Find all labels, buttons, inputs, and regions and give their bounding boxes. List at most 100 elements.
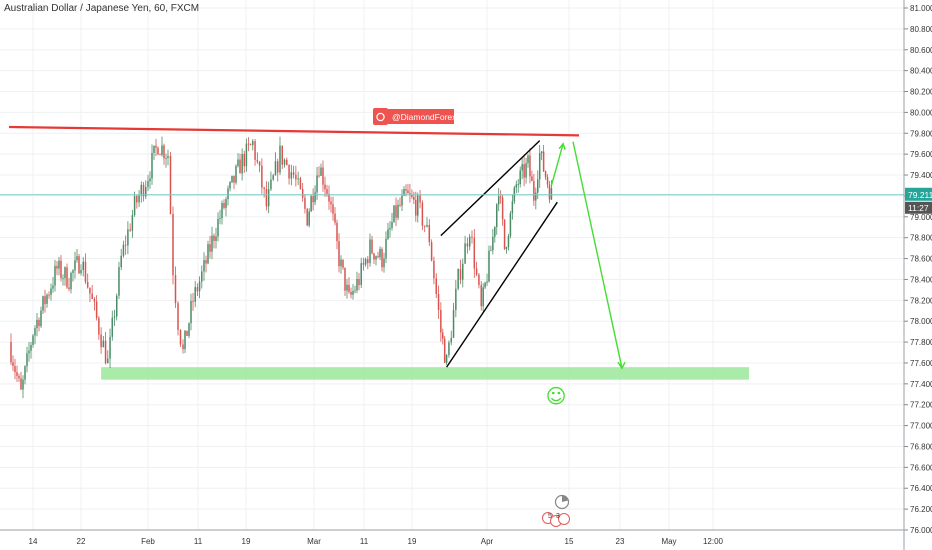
candle-body [58,260,60,269]
y-tick-label: 78.200 [910,296,932,305]
projection-down-arrow [572,141,623,369]
wedge-upper-line [440,140,541,237]
y-tick-label: 78.800 [910,234,932,243]
candle-body [207,244,209,264]
candle-body [511,201,514,214]
event-pie-slice [562,495,569,502]
candle-body [159,154,161,156]
candle-body [455,288,457,310]
candle-body [145,187,147,197]
candle-body [527,155,529,164]
candle-body [538,153,541,180]
candle-body [326,189,328,194]
candle-body [172,213,174,276]
candle-body [403,189,405,196]
candle-body [283,159,286,165]
camera-lens [376,112,385,122]
candle-body [34,328,36,336]
candle-body [38,319,40,327]
candle-body [205,260,207,264]
y-tick-label: 76.000 [910,526,932,535]
candle-body [393,205,395,222]
y-tick-label: 79.600 [910,150,932,159]
camera-icon [373,108,388,125]
candle-body [304,197,306,209]
arrow-head [617,361,626,370]
candle-body [421,202,424,226]
candle-body [14,366,16,373]
candle-body [84,261,87,282]
candle-body [120,255,122,268]
candle-body [490,250,492,252]
candle-body [127,229,129,246]
candle-body [450,337,452,343]
candle-body [369,239,371,264]
candle-body [533,181,535,201]
candle-body [267,189,270,207]
candle-body [312,196,314,203]
candle-body [292,172,295,175]
candle-body [503,219,506,249]
candle-body [107,358,109,364]
candle-body [316,175,318,193]
drawings-layer: ☺ @DiamondForex 5 3 [0,108,904,527]
candle-body [531,176,533,182]
candle-body [70,272,72,290]
candle-body [155,145,157,148]
x-tick-label: 19 [242,537,251,546]
smiley-icon: ☺ [546,384,567,408]
candle-body [140,184,143,196]
candle-body [281,145,284,165]
candle-body [82,261,84,271]
candle-body [194,287,196,302]
candle-body [12,362,14,367]
candle-body [308,211,310,226]
x-tick-label: Mar [307,537,321,546]
candle-body [129,229,131,231]
candle-body [542,151,545,172]
candle-body [24,366,26,380]
candle-body [464,243,466,264]
candle-body [138,195,140,203]
candle-body [478,274,480,286]
candle-body [153,145,155,153]
candle-body [356,278,358,291]
candle-body [295,174,297,180]
candle-body [215,236,217,241]
candle-body [157,147,159,155]
y-tick-label: 78.600 [910,255,932,264]
support-zone [101,367,750,380]
candle-body [517,184,519,185]
candle-body [274,161,277,176]
candle-body [290,172,293,179]
candle-body [411,194,413,198]
candle-body [482,287,484,307]
candle-body [385,238,387,259]
candle-body [225,199,227,208]
support-zone-layer [101,367,750,380]
candle-body [118,267,120,296]
candle-body [78,256,80,274]
candle-body [149,178,151,182]
y-tick-label: 77.600 [910,359,932,368]
candle-body [203,260,205,272]
candle-body [165,157,167,159]
candle-body [515,184,518,188]
candle-body [540,151,543,154]
candle-body [348,284,350,292]
candle-body [50,288,52,295]
candle-body [442,332,444,339]
candle-body [36,319,38,329]
candle-body [505,247,508,249]
candle-body [496,204,498,227]
candle-body [190,301,192,324]
candle-body [389,227,391,230]
y-tick-label: 80.600 [910,46,932,55]
candle-body [346,284,348,291]
event-flag-icon [558,513,570,525]
candle-body [484,282,486,288]
candle-body [91,293,93,299]
y-tick-label: 77.200 [910,401,932,410]
y-tick-label: 78.400 [910,275,932,284]
